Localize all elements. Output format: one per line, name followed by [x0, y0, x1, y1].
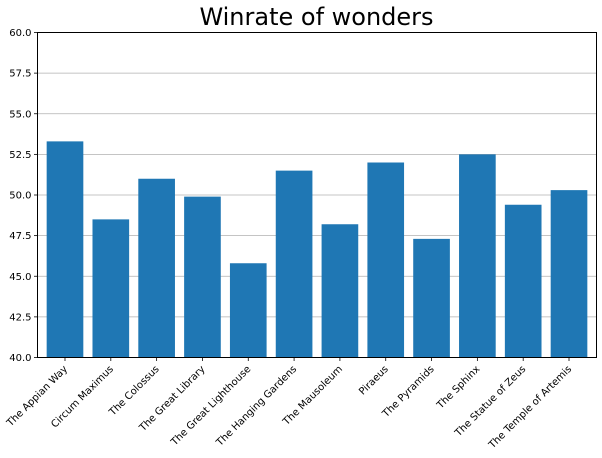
- bar: [550, 190, 588, 358]
- bar: [367, 162, 405, 358]
- chart-title: Winrate of wonders: [199, 3, 434, 31]
- bar: [229, 263, 267, 358]
- y-tick-label: 52.5: [9, 150, 31, 161]
- y-tick-label: 47.5: [9, 231, 31, 242]
- y-tick-label: 42.5: [9, 312, 31, 323]
- x-tick-label: The Temple of Artemis: [486, 364, 574, 452]
- bar: [321, 224, 359, 358]
- x-tick-label: The Hanging Gardens: [214, 364, 299, 449]
- y-tick-label: 55.0: [9, 109, 31, 120]
- y-tick-label: 57.5: [9, 69, 31, 80]
- bar: [459, 154, 496, 358]
- bar: [504, 204, 542, 358]
- y-tick-label: 45.0: [9, 272, 31, 283]
- bar: [413, 238, 450, 358]
- x-tick-label: The Sphinx: [435, 364, 483, 412]
- bar: [184, 196, 221, 358]
- bars: [46, 141, 588, 358]
- y-tick-label: 60.0: [9, 28, 31, 39]
- y-tick-label: 50.0: [9, 191, 31, 202]
- y-tick-label: 40.0: [9, 353, 31, 364]
- bar: [46, 141, 84, 358]
- gridlines: [37, 72, 597, 318]
- bar: [138, 178, 175, 358]
- x-tick-label: Piraeus: [357, 364, 391, 398]
- y-axis: 40.0 42.5 45.0 47.5 50.0 52.5 55.0 57.5 60.0: [9, 28, 38, 364]
- bar: [92, 219, 130, 358]
- x-tick-label: The Great Lighthouse: [169, 364, 254, 449]
- bar: [275, 170, 313, 358]
